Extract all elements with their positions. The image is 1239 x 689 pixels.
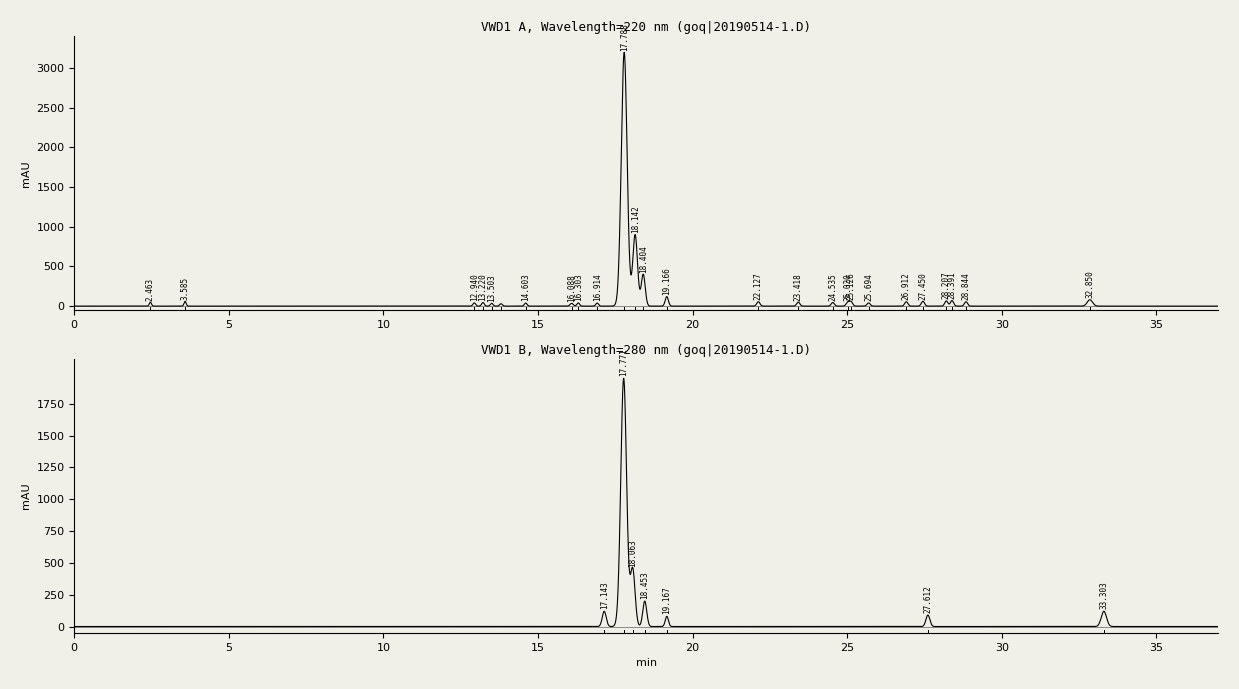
Text: 33.303: 33.303 (1099, 581, 1109, 608)
Text: 16.914: 16.914 (592, 274, 602, 302)
Text: 25.694: 25.694 (864, 274, 873, 301)
Text: 28.391: 28.391 (948, 271, 957, 299)
Text: 18.453: 18.453 (641, 570, 649, 599)
Text: 17.143: 17.143 (600, 581, 608, 608)
Text: 17.788: 17.788 (620, 23, 628, 51)
Text: 25.020: 25.020 (844, 273, 852, 300)
Text: 22.127: 22.127 (753, 272, 763, 300)
Text: 3.585: 3.585 (181, 276, 190, 300)
Text: 26.912: 26.912 (902, 272, 911, 300)
Text: 13.220: 13.220 (478, 273, 487, 301)
Text: 27.450: 27.450 (918, 272, 928, 300)
Text: 19.166: 19.166 (663, 267, 672, 295)
Title: VWD1 A, Wavelength=220 nm (goq|20190514-1.D): VWD1 A, Wavelength=220 nm (goq|20190514-… (481, 21, 812, 34)
Text: 13.503: 13.503 (487, 274, 496, 302)
Text: 28.844: 28.844 (961, 272, 970, 300)
X-axis label: min: min (636, 658, 657, 668)
Text: 18.063: 18.063 (628, 539, 637, 566)
Text: 24.535: 24.535 (829, 273, 838, 301)
Text: 16.088: 16.088 (567, 274, 576, 302)
Text: 23.418: 23.418 (794, 273, 803, 300)
Text: 17.771: 17.771 (620, 348, 628, 376)
Y-axis label: mAU: mAU (21, 483, 31, 509)
Text: 18.404: 18.404 (639, 245, 648, 273)
Text: 12.940: 12.940 (470, 274, 478, 301)
Text: 27.612: 27.612 (923, 585, 933, 613)
Title: VWD1 B, Wavelength=280 nm (goq|20190514-1.D): VWD1 B, Wavelength=280 nm (goq|20190514-… (481, 344, 812, 357)
Text: 25.126: 25.126 (846, 272, 856, 300)
Text: 19.167: 19.167 (663, 586, 672, 614)
Text: 14.603: 14.603 (522, 274, 530, 302)
Text: 16.303: 16.303 (574, 274, 582, 301)
Text: 18.142: 18.142 (631, 205, 639, 233)
Text: 28.207: 28.207 (942, 271, 950, 299)
Text: 2.463: 2.463 (146, 278, 155, 300)
Text: 32.850: 32.850 (1085, 270, 1094, 298)
Y-axis label: mAU: mAU (21, 160, 31, 187)
